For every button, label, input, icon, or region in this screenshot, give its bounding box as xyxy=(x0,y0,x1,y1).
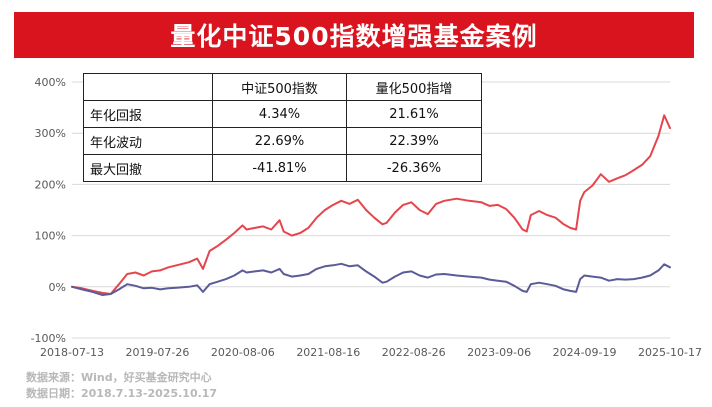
y-tick-label: 0% xyxy=(49,281,66,294)
y-tick-label: 100% xyxy=(35,230,66,243)
y-tick-label: -100% xyxy=(31,332,66,345)
table-header-cell: 中证500指数 xyxy=(212,73,347,101)
chart-title: 量化中证500指数增强基金案例 xyxy=(170,22,538,51)
y-tick-label: 200% xyxy=(35,178,66,191)
x-tick-label: 2022-08-26 xyxy=(382,346,446,359)
x-tick-label: 2023-09-06 xyxy=(467,346,531,359)
x-tick-label: 2021-08-16 xyxy=(296,346,360,359)
x-tick-label: 2020-08-06 xyxy=(211,346,275,359)
table-cell: 22.39% xyxy=(346,127,482,155)
title-banner: 量化中证500指数增强基金案例 xyxy=(14,12,694,58)
x-tick-label: 2025-10-17 xyxy=(638,346,702,359)
table-row: 最大回撤 -41.81% -26.36% xyxy=(83,154,482,182)
x-tick-label: 2018-07-13 xyxy=(40,346,104,359)
table-row: 年化回报 4.34% 21.61% xyxy=(83,100,482,128)
table-row: 年化波动 22.69% 22.39% xyxy=(83,127,482,155)
row-label: 年化波动 xyxy=(83,127,213,155)
table-header-cell: 量化500指增 xyxy=(346,73,482,101)
x-tick-label: 2024-09-19 xyxy=(553,346,617,359)
table-header-cell xyxy=(83,73,213,101)
y-tick-label: 400% xyxy=(35,76,66,89)
data-source-note: 数据来源：Wind，好买基金研究中心 xyxy=(26,371,212,384)
row-label: 年化回报 xyxy=(83,100,213,128)
table-cell: -41.81% xyxy=(212,154,347,182)
table-cell: 4.34% xyxy=(212,100,347,128)
table-cell: 22.69% xyxy=(212,127,347,155)
data-date-note: 数据日期：2018.7.13-2025.10.17 xyxy=(26,387,218,400)
table-cell: 21.61% xyxy=(346,100,482,128)
x-tick-label: 2019-07-26 xyxy=(125,346,189,359)
y-tick-label: 300% xyxy=(35,127,66,140)
table-cell: -26.36% xyxy=(346,154,482,182)
stats-table: 中证500指数 量化500指增 年化回报 4.34% 21.61% 年化波动 2… xyxy=(83,73,482,182)
table-header-row: 中证500指数 量化500指增 xyxy=(83,73,482,101)
series-line-csi500 xyxy=(71,262,671,296)
row-label: 最大回撤 xyxy=(83,154,213,182)
series-line-quant-enhanced xyxy=(71,114,671,295)
